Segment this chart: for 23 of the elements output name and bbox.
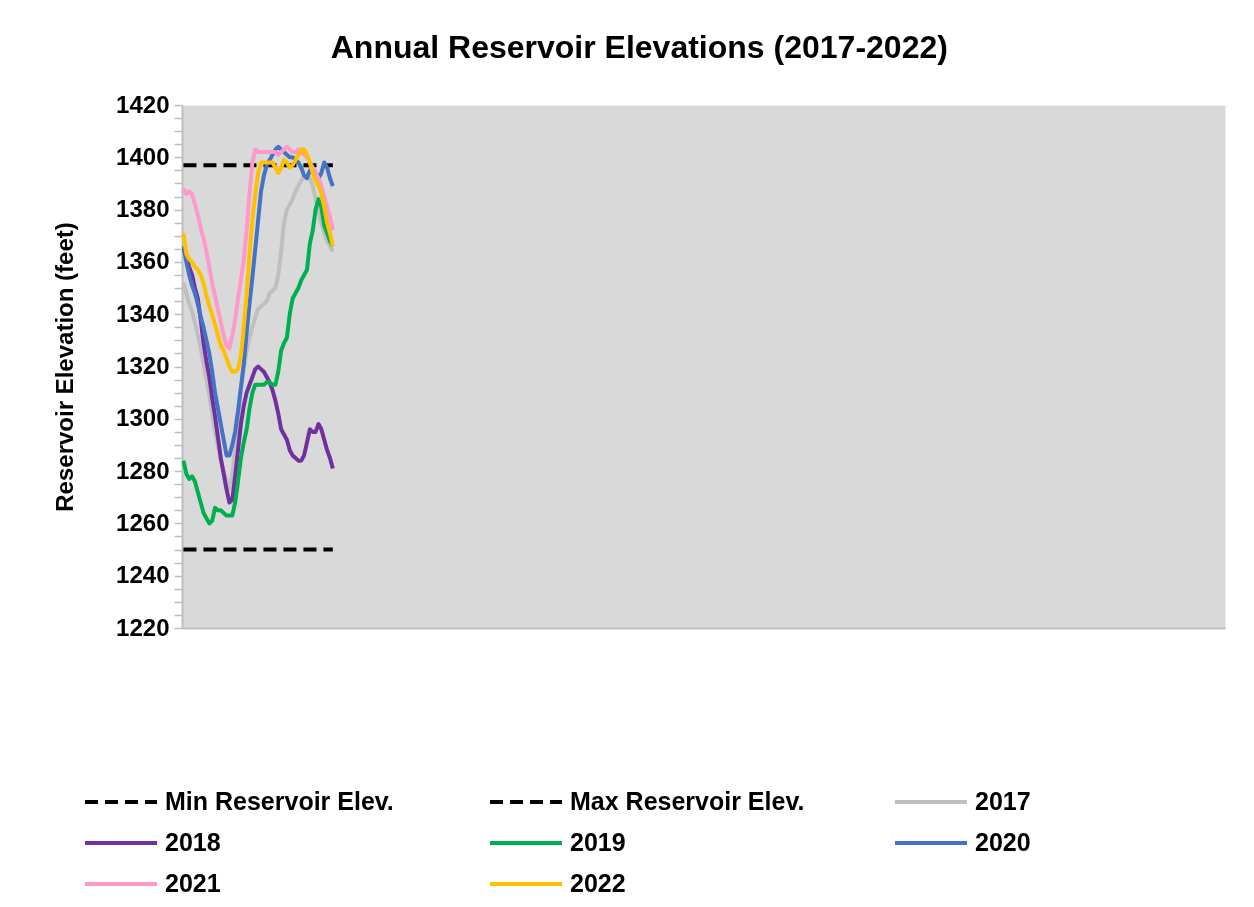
- legend-label: 2020: [975, 828, 1031, 856]
- y-tick-label: 1360: [116, 247, 170, 275]
- legend-label: 2019: [570, 828, 626, 856]
- y-tick-label: 1320: [116, 352, 170, 379]
- y-tick-label: 1300: [116, 404, 170, 432]
- legend-label: 2018: [165, 828, 221, 856]
- y-tick-label: 1400: [116, 142, 170, 170]
- y-tick-label: 1340: [116, 299, 170, 327]
- y-tick-label: 1220: [116, 613, 170, 641]
- line-series: [182, 197, 335, 526]
- legend-label: 2017: [975, 787, 1031, 815]
- legend-label: 2022: [570, 869, 626, 897]
- legend-label: Min Reservoir Elev.: [165, 787, 394, 815]
- legend-label: Max Reservoir Elev.: [570, 787, 805, 815]
- y-tick-label: 1420: [116, 90, 170, 118]
- y-tick-label: 1240: [116, 561, 170, 589]
- line-series: [182, 144, 335, 458]
- y-axis-title: Reservoir Elevation (feet): [51, 222, 79, 512]
- chart-title: Annual Reservoir Elevations (2017-2022): [330, 29, 948, 65]
- legend-label: 2021: [165, 869, 221, 897]
- y-tick-label: 1380: [116, 195, 170, 223]
- y-tick-label: 1280: [116, 456, 170, 484]
- y-tick-label: 1260: [116, 508, 170, 536]
